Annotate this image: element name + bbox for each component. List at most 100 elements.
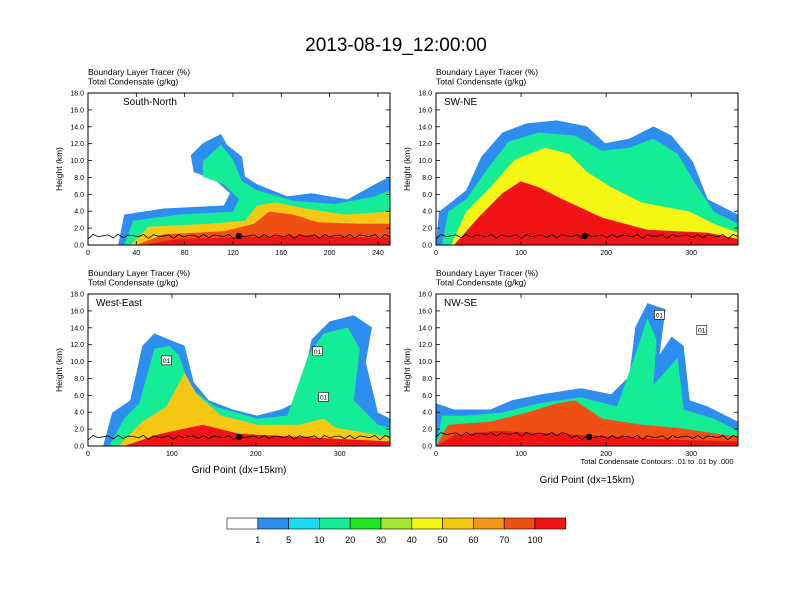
colorbar-label: 1 [255, 535, 260, 545]
panel-south-north: 0.0 2.0 4.0 6.0 8.0 10.0 12.0 14.0 16.0 18.0 0 40 80… [54, 67, 391, 257]
contour-label-box [696, 325, 708, 335]
y-tick-label: 14.0 [70, 325, 84, 332]
contour-label: 01 [314, 349, 322, 356]
x-tick-label: 300 [334, 451, 346, 458]
x-tick-label: 80 [181, 250, 189, 257]
panel-sw-ne: 0.0 2.0 4.0 6.0 8.0 10.0 12.0 14.0 16.0 18.0 0 100 2… [402, 67, 739, 257]
x-tick-label: 100 [515, 250, 527, 257]
y-tick-label: 4.0 [422, 209, 432, 216]
colorbar-swatch [473, 517, 505, 530]
x-tick-label: 100 [515, 451, 527, 458]
y-tick-label: 4.0 [422, 410, 432, 417]
panel-label: NW-SE [444, 298, 477, 309]
y-tick-label: 0.0 [422, 444, 432, 451]
colorbar-label: 40 [407, 535, 417, 545]
contour-label: 01 [320, 394, 328, 401]
x-tick-label: 160 [275, 250, 287, 257]
y-tick-label: 4.0 [74, 410, 84, 417]
y-tick-label: 18.0 [418, 91, 432, 98]
y-tick-label: 2.0 [422, 226, 432, 233]
x-tick-label: 0 [86, 451, 90, 458]
colorbar-label: 50 [438, 535, 448, 545]
panel-subtitle: Total Condensate (g/kg) [88, 278, 178, 288]
colorbar-swatch [226, 517, 259, 530]
y-tick-label: 6.0 [422, 393, 432, 400]
y-tick-label: 10.0 [418, 359, 432, 366]
y-tick-label: 2.0 [74, 226, 84, 233]
panel-subtitle: Boundary Layer Tracer (%) [88, 268, 190, 278]
contour-label: 01 [698, 327, 706, 334]
figure-title: 2013-08-19_12:00:00 [305, 35, 487, 56]
panel-subtitle: Total Condensate (g/kg) [436, 77, 526, 87]
y-tick-label: 10.0 [418, 158, 432, 165]
colorbar-label: 10 [314, 535, 324, 545]
x-axis-label: Grid Point (dx=15km) [192, 465, 287, 476]
plot-frame [435, 293, 739, 447]
y-tick-label: 18.0 [70, 292, 84, 299]
x-tick-label: 100 [166, 451, 178, 458]
tracer-region [124, 424, 390, 446]
colorbar-label: 20 [345, 535, 355, 545]
y-tick-label: 8.0 [422, 175, 432, 182]
colorbar-label: 5 [286, 535, 291, 545]
colorbar-swatch [349, 517, 382, 530]
y-tick-label: 10.0 [70, 359, 84, 366]
y-tick-label: 14.0 [418, 124, 432, 131]
contour-note: Total Condensate Contours: .01 to .01 by… [580, 457, 733, 466]
colorbar-label: 60 [468, 535, 478, 545]
panel-label: West-East [96, 298, 142, 309]
tracer-region [142, 235, 390, 245]
panel-subtitle: Total Condensate (g/kg) [88, 77, 178, 87]
field-shading [436, 120, 738, 245]
tracer-region [454, 181, 738, 245]
y-tick-label: 6.0 [422, 192, 432, 199]
panel-subtitle: Boundary Layer Tracer (%) [436, 268, 538, 278]
colorbar-swatch [442, 517, 474, 530]
plot-frame [87, 92, 391, 246]
plot-frame [435, 92, 739, 246]
y-axis-label: Height (km) [54, 348, 64, 392]
location-marker [581, 232, 589, 240]
contour-label-box [654, 309, 665, 320]
y-tick-label: 16.0 [70, 308, 84, 315]
y-tick-label: 2.0 [74, 427, 84, 434]
x-tick-label: 300 [685, 451, 697, 458]
x-tick-label: 0 [434, 250, 438, 257]
x-tick-label: 120 [227, 250, 239, 257]
panel-nw-se: 01 01 0.0 2.0 4.0 6.0 8.0 10.0 12.0 14.0 16.0 18.0 0… [402, 268, 739, 486]
y-tick-label: 0.0 [74, 243, 84, 250]
panel-subtitle: Boundary Layer Tracer (%) [88, 67, 190, 77]
colorbar-label: 100 [527, 535, 542, 545]
y-tick-label: 12.0 [418, 342, 432, 349]
colorbar-swatch [288, 517, 320, 530]
y-tick-label: 4.0 [74, 209, 84, 216]
y-axis-label: Height (km) [402, 147, 412, 191]
y-tick-label: 0.0 [74, 444, 84, 451]
x-tick-label: 40 [132, 250, 140, 257]
x-tick-label: 200 [324, 250, 336, 257]
y-tick-label: 0.0 [422, 243, 432, 250]
contour-label-box [161, 355, 172, 366]
y-tick-label: 12.0 [418, 141, 432, 148]
colorbar-swatch [380, 517, 413, 530]
panel-subtitle: Total Condensate (g/kg) [436, 278, 526, 288]
location-marker [235, 232, 243, 240]
colorbar-swatch [257, 517, 289, 530]
x-tick-label: 0 [86, 250, 90, 257]
y-tick-label: 14.0 [418, 325, 432, 332]
x-tick-label: 200 [250, 451, 262, 458]
panel-label: South-North [123, 97, 177, 108]
contour-label-box [318, 392, 329, 402]
x-tick-label: 300 [685, 250, 697, 257]
x-tick-label: 200 [600, 250, 612, 257]
field-shading [88, 315, 390, 446]
colorbar: 1 5 10 20 30 40 50 60 70 100 [226, 517, 567, 545]
plot-frame [87, 293, 391, 447]
colorbar-swatch [503, 517, 536, 530]
x-tick-label: 0 [434, 451, 438, 458]
x-tick-label: 240 [372, 250, 384, 257]
y-tick-label: 8.0 [422, 376, 432, 383]
y-tick-label: 16.0 [70, 107, 84, 114]
contour-label: 01 [163, 358, 171, 365]
